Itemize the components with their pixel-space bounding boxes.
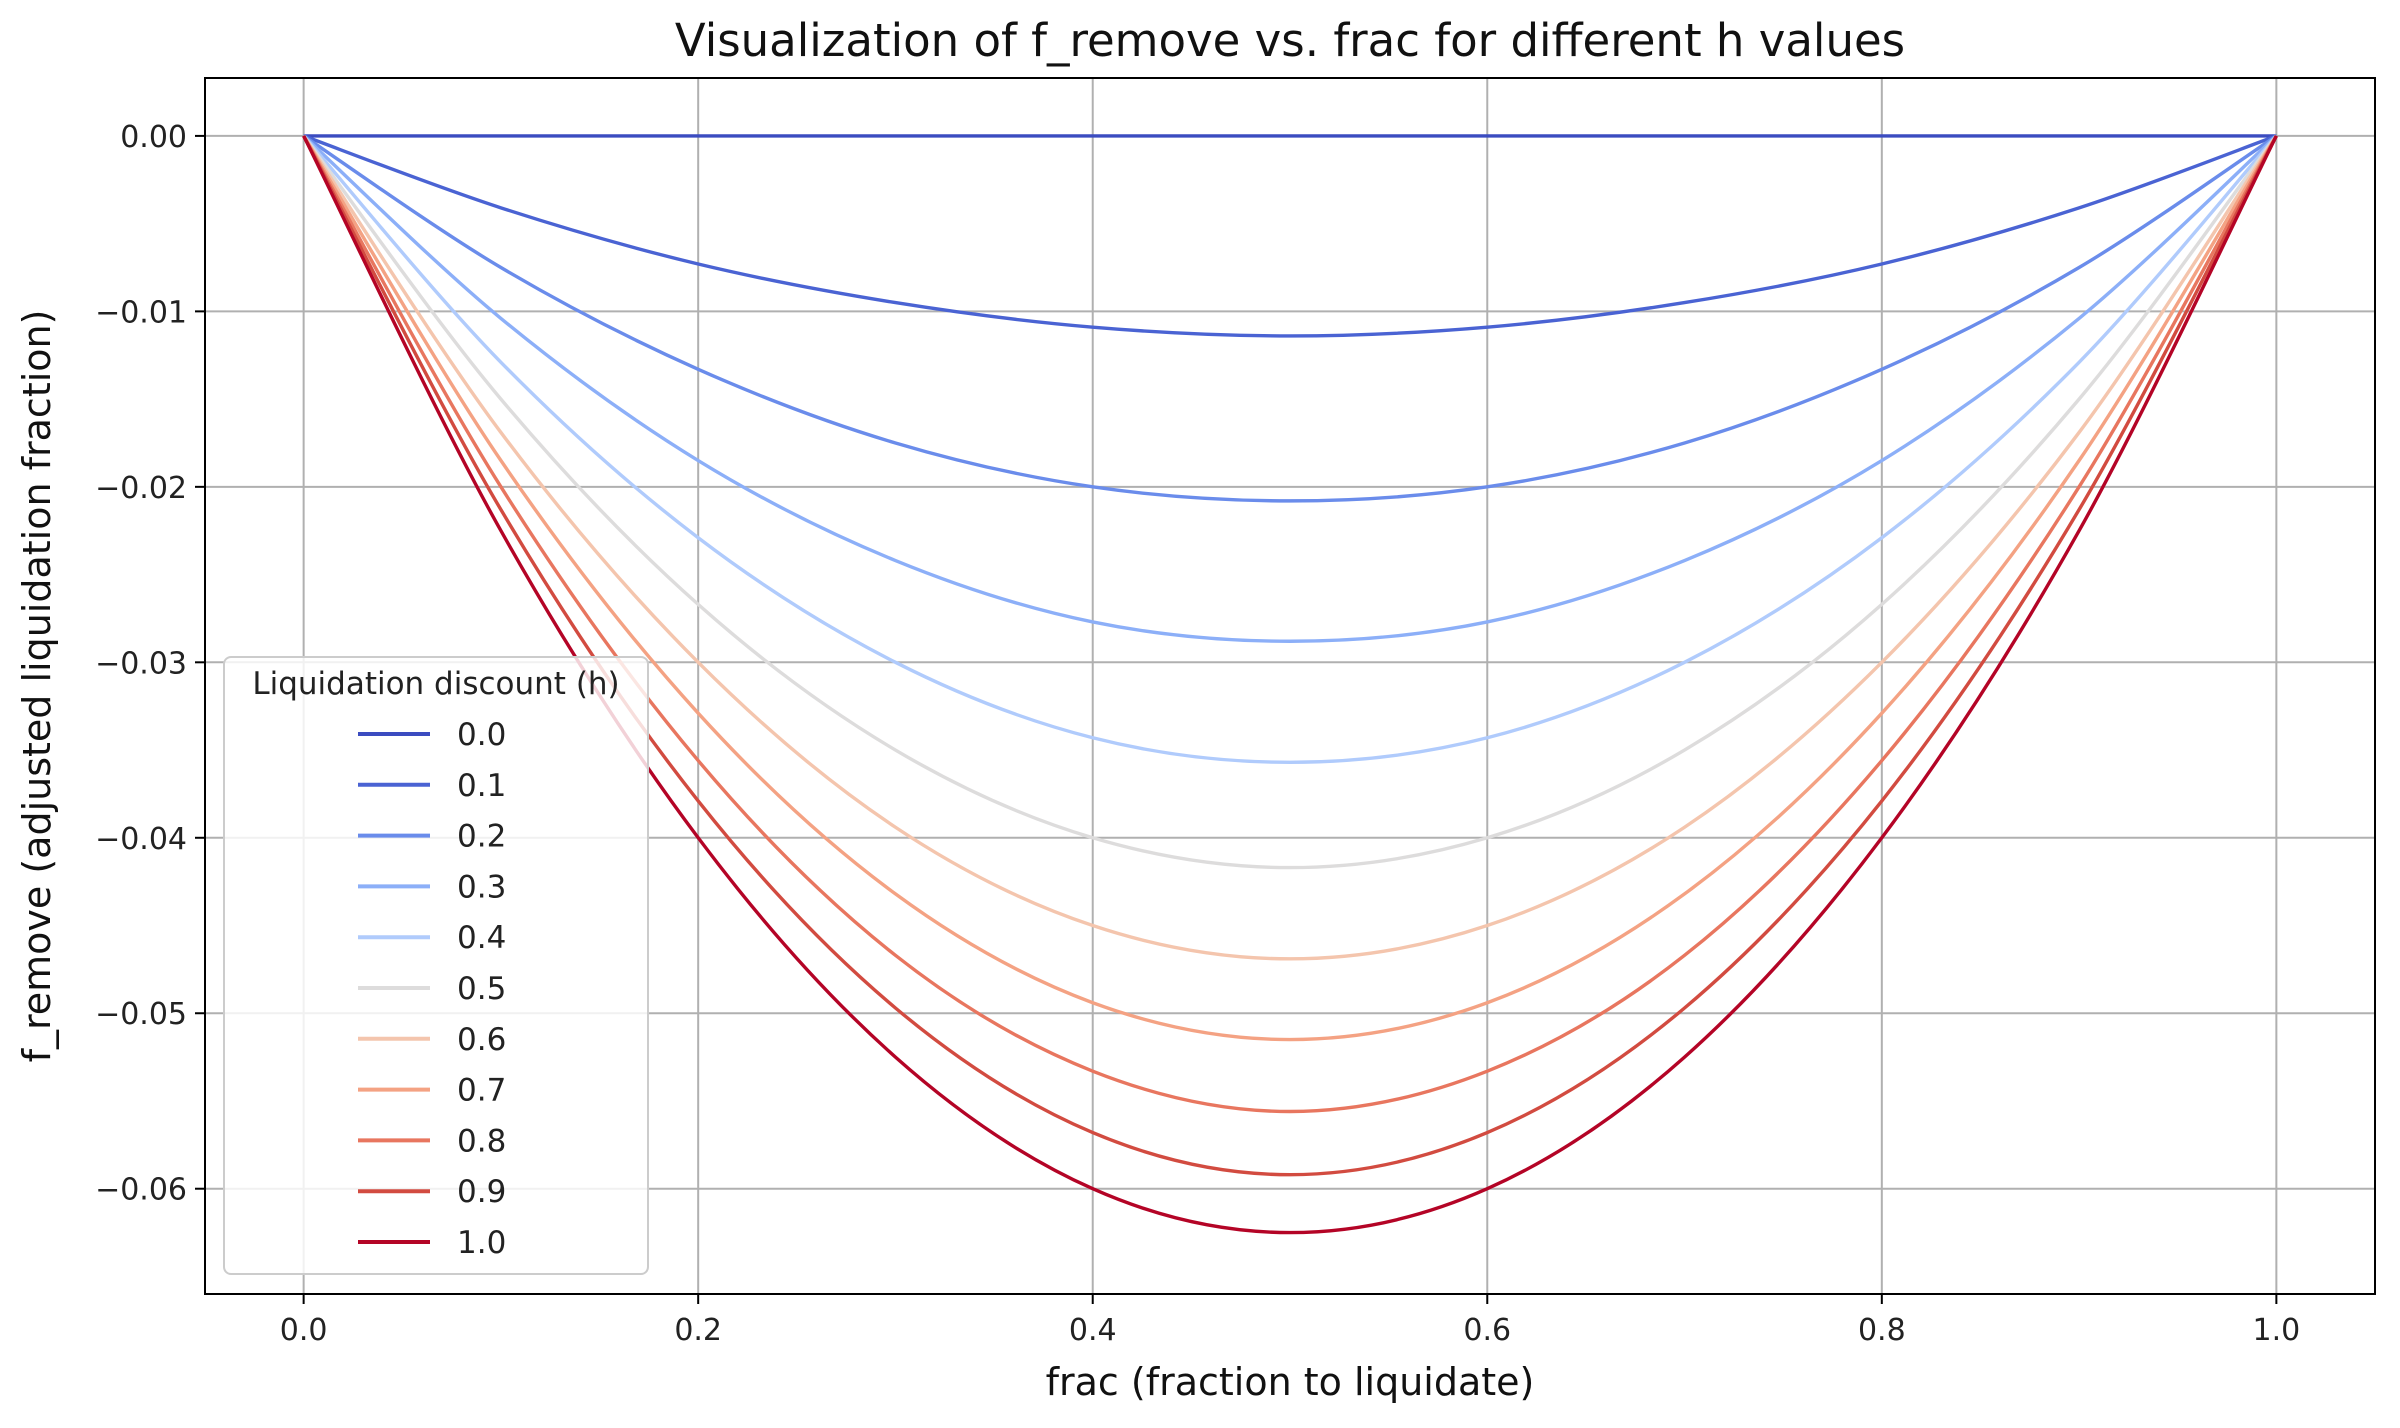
series-line-h-0-4 bbox=[302, 134, 2278, 765]
legend-label: 0.4 bbox=[457, 920, 506, 956]
chart-title: Visualization of f_remove vs. frac for d… bbox=[675, 14, 1905, 67]
x-axis-ticks: 0.0 0.2 0.4 0.6 0.8 1.0 bbox=[280, 1294, 2300, 1348]
y-tick-label: −0.05 bbox=[95, 997, 187, 1032]
legend-label: 0.5 bbox=[457, 971, 506, 1007]
legend-box bbox=[223, 656, 649, 1275]
series-line-h-0-1 bbox=[303, 134, 2277, 338]
y-axis-label: f_remove (adjusted liquidation fraction) bbox=[15, 310, 59, 1063]
legend-label: 0.0 bbox=[457, 717, 506, 753]
series-line-h-0-6 bbox=[302, 134, 2278, 961]
legend-label: 0.1 bbox=[457, 768, 506, 804]
legend-label: 0.2 bbox=[457, 819, 506, 855]
x-tick-label: 0.0 bbox=[280, 1313, 328, 1348]
legend-title: Liquidation discount (h) bbox=[252, 666, 619, 702]
y-tick-label: −0.01 bbox=[95, 295, 187, 330]
legend-label: 0.3 bbox=[457, 869, 506, 905]
x-tick-label: 1.0 bbox=[2253, 1313, 2301, 1348]
y-tick-label: −0.03 bbox=[95, 646, 187, 681]
legend-entries: 0.0 0.1 0.2 0.3 0.4 0.5 0.6 0.7 0.8 0.9 1.0 bbox=[358, 717, 506, 1261]
series-line-h-0-5 bbox=[302, 134, 2278, 870]
y-tick-label: −0.06 bbox=[95, 1173, 187, 1208]
series-line-h-0-9 bbox=[302, 135, 2278, 1177]
x-tick-label: 0.2 bbox=[674, 1313, 722, 1348]
series-line-h-0-3 bbox=[302, 134, 2278, 643]
series-line-h-0-2 bbox=[302, 134, 2278, 503]
y-tick-label: 0.00 bbox=[120, 120, 187, 155]
x-tick-label: 0.6 bbox=[1463, 1313, 1511, 1348]
x-tick-label: 0.8 bbox=[1858, 1313, 1906, 1348]
x-axis-label: frac (fraction to liquidate) bbox=[1046, 1360, 1535, 1404]
y-tick-label: −0.04 bbox=[95, 822, 187, 857]
legend-label: 0.9 bbox=[457, 1174, 506, 1210]
series-line-h-0-8 bbox=[302, 135, 2278, 1114]
y-tick-label: −0.02 bbox=[95, 471, 187, 506]
x-tick-label: 0.4 bbox=[1069, 1313, 1117, 1348]
legend: Liquidation discount (h) 0.0 0.1 0.2 0.3 0.4… bbox=[223, 656, 649, 1275]
series-line-h-0-7 bbox=[302, 135, 2278, 1042]
legend-label: 1.0 bbox=[457, 1225, 506, 1261]
legend-label: 0.7 bbox=[457, 1073, 506, 1109]
plot-frame bbox=[204, 77, 2376, 1295]
legend-label: 0.6 bbox=[457, 1022, 506, 1058]
legend-label: 0.8 bbox=[457, 1123, 506, 1159]
y-axis-ticks: 0.00 −0.01 −0.02 −0.03 −0.04 −0.05 −0.06 bbox=[95, 120, 205, 1208]
